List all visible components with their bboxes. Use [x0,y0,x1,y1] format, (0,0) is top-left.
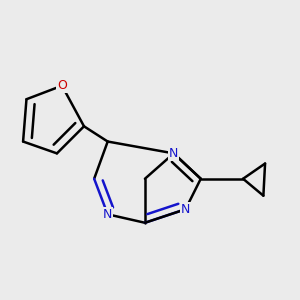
Text: N: N [181,203,190,216]
Text: O: O [57,79,67,92]
Text: N: N [169,147,178,160]
Text: N: N [103,208,112,221]
